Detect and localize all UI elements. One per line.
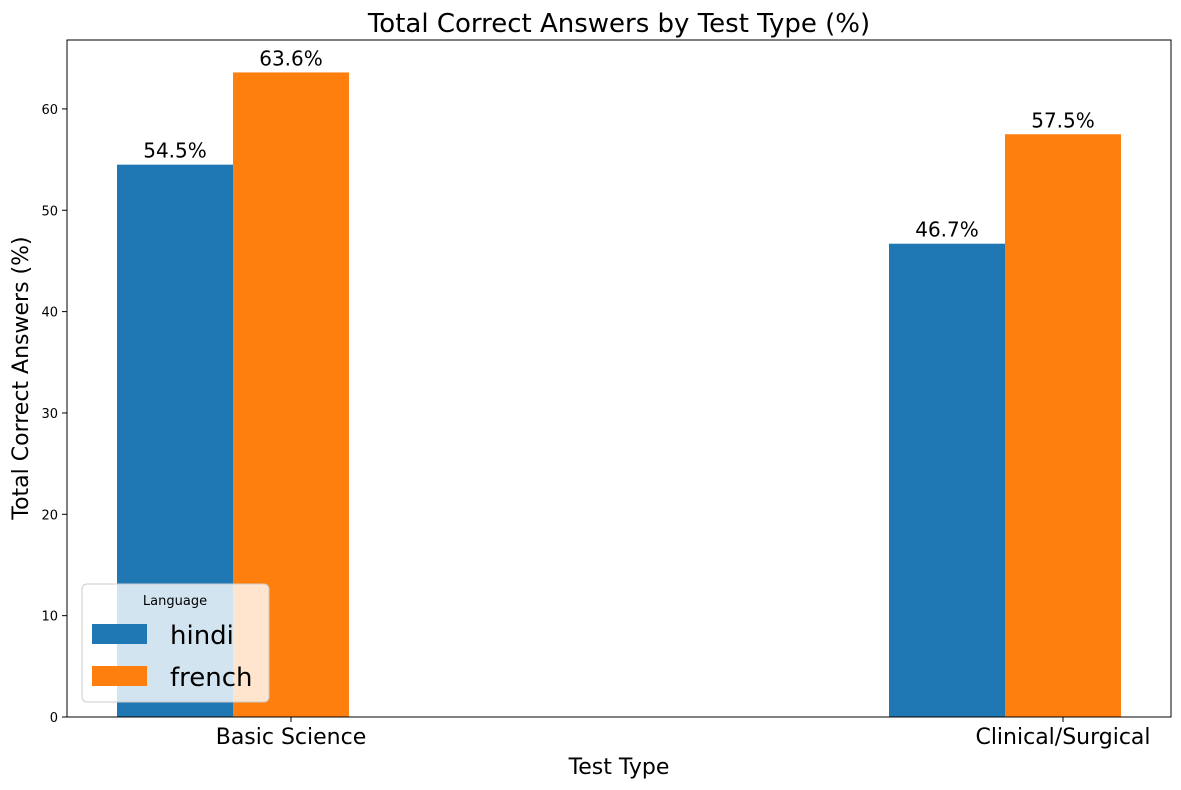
x-axis-label: Test Type <box>568 755 670 780</box>
y-tick-label: 30 <box>41 407 58 422</box>
bar-labels-group: 54.5% 46.7% 63.6% 57.5% <box>143 46 1095 241</box>
data-label-hindi-0: 54.5% <box>143 139 207 163</box>
plot-frame <box>66 39 1172 718</box>
legend-label-hindi: hindi <box>170 621 234 651</box>
bars-group <box>117 72 1121 718</box>
data-label-hindi-1: 46.7% <box>915 218 979 242</box>
chart-title: Total Correct Answers by Test Type (%) <box>367 9 870 39</box>
legend-title: Language <box>143 594 207 609</box>
legend: Language hindi french <box>81 583 270 703</box>
y-tick-label: 10 <box>41 610 58 625</box>
y-axis: 0 10 20 30 40 50 60 <box>41 103 67 726</box>
y-tick-label: 0 <box>50 711 58 726</box>
data-label-french-0: 63.6% <box>259 46 323 70</box>
legend-swatch-hindi <box>92 624 147 644</box>
legend-label-french: french <box>170 663 253 693</box>
x-tick-label: Basic Science <box>216 725 367 750</box>
bar-french-1 <box>1005 134 1121 717</box>
x-tick-label: Clinical/Surgical <box>975 725 1150 750</box>
y-tick-label: 40 <box>41 306 58 321</box>
y-tick-label: 50 <box>41 204 58 219</box>
legend-swatch-french <box>92 666 147 686</box>
y-tick-label: 20 <box>41 508 58 523</box>
y-tick-label: 60 <box>41 103 58 118</box>
y-axis-label: Total Correct Answers (%) <box>9 236 34 520</box>
bar-hindi-1 <box>889 243 1005 718</box>
x-axis: Basic Science Clinical/Surgical <box>216 717 1151 750</box>
data-label-french-1: 57.5% <box>1031 108 1095 132</box>
